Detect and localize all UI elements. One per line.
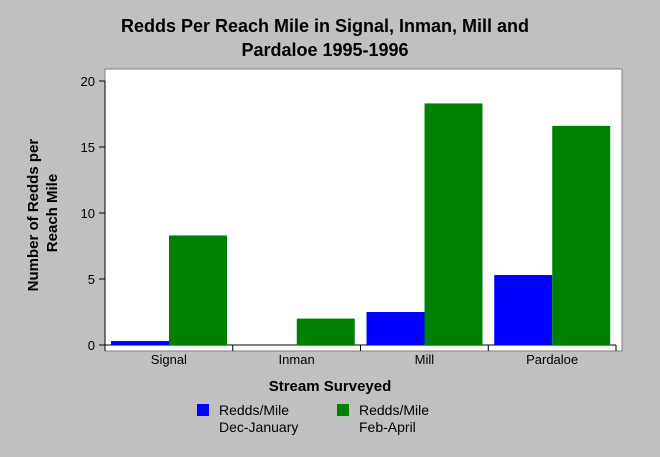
x-tick-label-inman: Inman bbox=[279, 352, 315, 367]
bars bbox=[111, 103, 611, 345]
legend: Redds/Mile Dec-January Redds/Mile Feb-Ap… bbox=[197, 402, 459, 436]
legend-item-dec-january: Redds/Mile Dec-January bbox=[197, 402, 319, 436]
bar-signal-series-1 bbox=[111, 341, 169, 345]
x-ticks: Signal Inman Mill Pardaloe bbox=[104, 345, 617, 367]
y-ticks: 0 5 10 15 20 bbox=[81, 74, 105, 353]
y-axis-title-line-2: Reach Mile bbox=[44, 174, 61, 252]
bar-mill-series-2 bbox=[424, 103, 483, 345]
chart-title: Redds Per Reach Mile in Signal, Inman, M… bbox=[0, 14, 650, 62]
bar-pardaloe-series-1 bbox=[494, 275, 553, 345]
legend-swatch-dec-january bbox=[197, 404, 209, 416]
chart-title-line-2: Pardaloe 1995-1996 bbox=[241, 40, 409, 60]
bar-mill-series-1 bbox=[366, 312, 425, 345]
y-tick-label-20: 20 bbox=[81, 74, 95, 89]
bar-signal-series-2 bbox=[169, 235, 227, 345]
y-axis-title: Number of Redds per Reach Mile bbox=[25, 135, 61, 292]
legend-label-dec-january: Redds/Mile Dec-January bbox=[219, 402, 299, 435]
chart-title-line-1: Redds Per Reach Mile in Signal, Inman, M… bbox=[120, 16, 530, 36]
bar-pardaloe-series-2 bbox=[552, 125, 611, 345]
x-tick-label-pardaloe: Pardaloe bbox=[526, 352, 578, 367]
y-tick-label-0: 0 bbox=[88, 338, 95, 353]
x-tick-label-signal: Signal bbox=[151, 352, 187, 367]
x-axis-title: Stream Surveyed bbox=[269, 378, 392, 395]
bar-inman-series-2 bbox=[296, 318, 355, 345]
y-tick-label-5: 5 bbox=[88, 272, 95, 287]
y-axis-title-line-1: Number of Redds per bbox=[25, 139, 42, 292]
x-tick-label-mill: Mill bbox=[415, 352, 435, 367]
y-tick-label-10: 10 bbox=[81, 206, 95, 221]
legend-swatch-feb-april bbox=[337, 404, 349, 416]
y-tick-label-15: 15 bbox=[81, 140, 95, 155]
legend-label-feb-april: Redds/Mile Feb-April bbox=[359, 402, 430, 435]
legend-item-feb-april: Redds/Mile Feb-April bbox=[337, 402, 459, 436]
